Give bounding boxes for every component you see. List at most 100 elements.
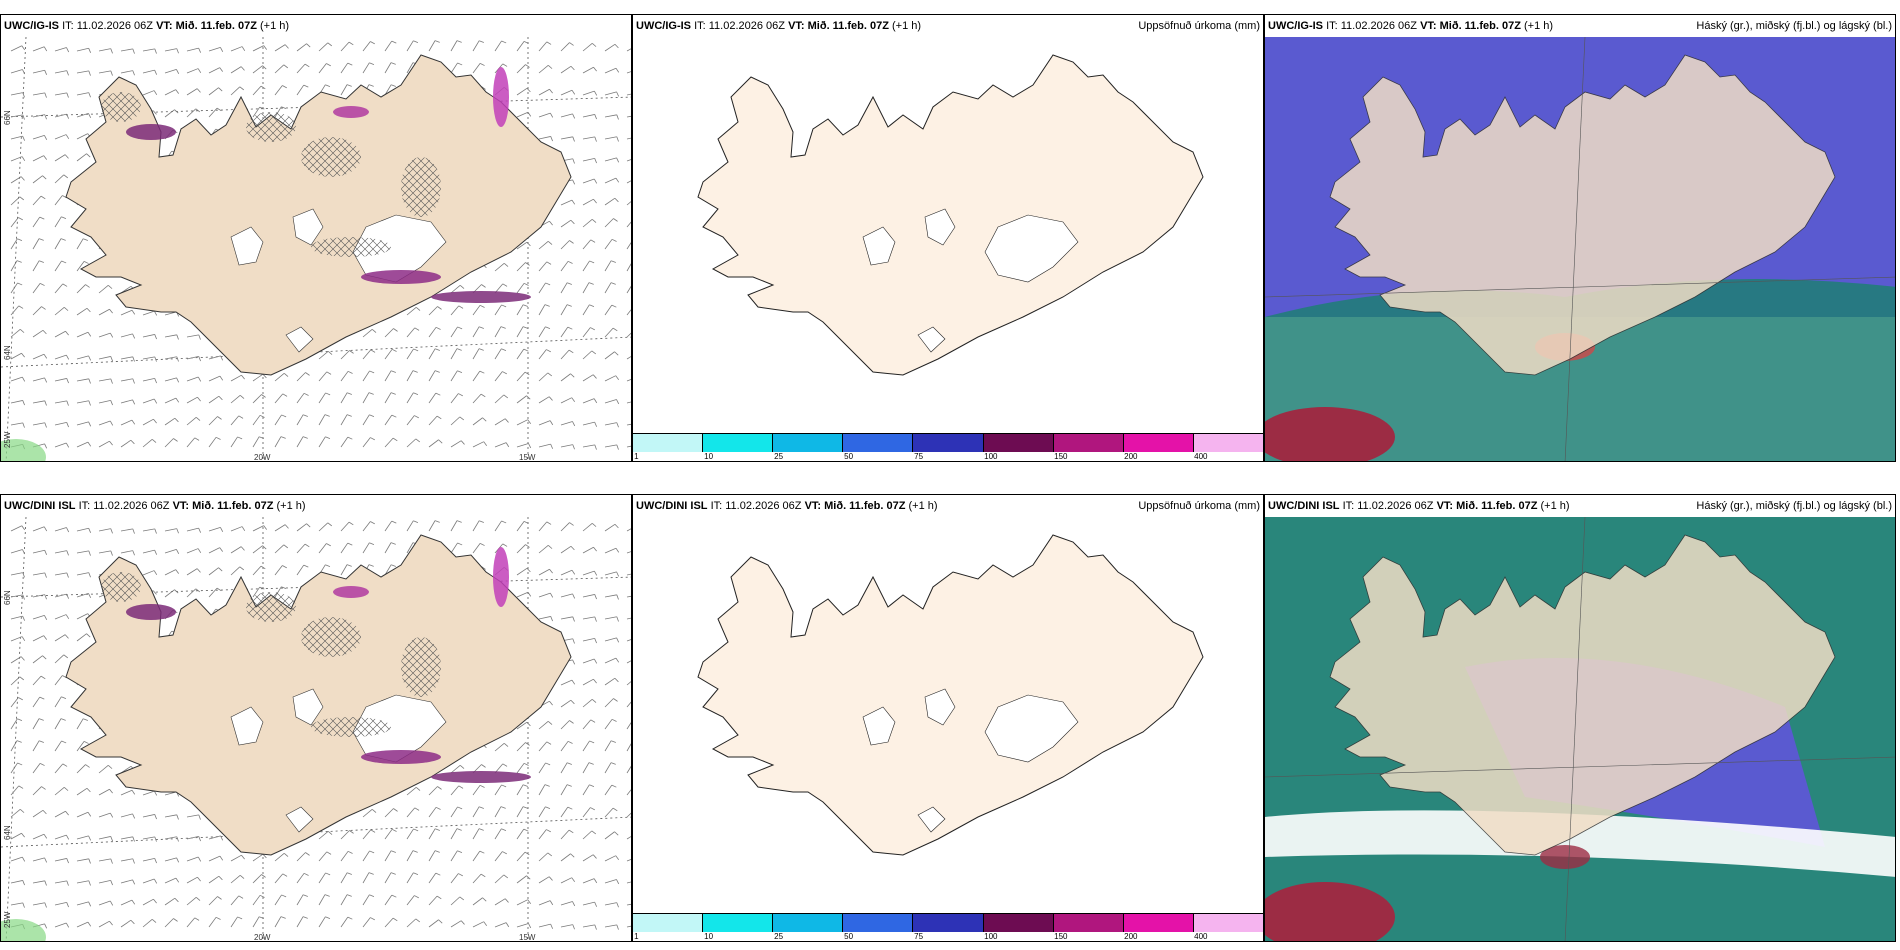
wind-barb-flag	[22, 902, 25, 908]
wind-barb-staff	[54, 195, 63, 206]
wind-barb-flag	[153, 570, 158, 576]
wind-barb-flag	[526, 567, 531, 573]
wind-barb-flag	[528, 443, 532, 449]
wind-barb-flag	[415, 307, 421, 311]
wind-barb-flag	[20, 176, 25, 181]
wind-barb-staff	[54, 378, 67, 382]
wind-barb-flag	[500, 806, 506, 809]
wind-barb-flag	[44, 902, 47, 908]
wind-barb-staff	[98, 550, 111, 554]
wind-barb-staff	[472, 40, 480, 52]
wind-barb-staff	[472, 393, 482, 404]
wind-barb-staff	[186, 334, 199, 338]
wind-barb-flag	[544, 304, 550, 307]
wind-barb-staff	[54, 134, 67, 140]
wind-barb-staff	[32, 216, 41, 228]
legend-swatch	[913, 914, 984, 932]
wind-barb-staff	[428, 919, 439, 928]
wind-barb-flag	[415, 918, 421, 923]
wind-barb-flag	[547, 721, 553, 725]
wind-barb-staff	[560, 829, 570, 840]
wind-barb-flag	[43, 833, 48, 839]
wind-barb-staff	[604, 855, 616, 862]
wind-barb-staff	[560, 784, 568, 796]
wind-barb-staff	[76, 764, 86, 774]
wind-barb-staff	[604, 177, 617, 184]
wind-barb-flag	[570, 853, 575, 858]
wind-barb-flag	[109, 812, 114, 818]
model-name: UWC/IG-IS	[4, 20, 59, 32]
wind-barb-flag	[571, 199, 576, 205]
wind-barb-staff	[582, 762, 590, 774]
wind-barb-staff	[98, 880, 111, 884]
wind-barb-staff	[10, 740, 18, 752]
wind-barb-staff	[450, 440, 462, 448]
glacier	[984, 694, 1079, 763]
wind-barb-staff	[10, 656, 22, 664]
wind-barb-staff	[560, 397, 572, 404]
wind-barb-staff	[274, 393, 284, 404]
wind-barb-flag	[589, 304, 595, 308]
wind-barb-flag	[590, 327, 595, 331]
wind-barb-staff	[516, 875, 527, 884]
wind-barb-flag	[18, 305, 24, 309]
wind-barb-staff	[406, 895, 415, 906]
wind-barb-flag	[434, 520, 440, 523]
wind-barb-staff	[538, 112, 551, 118]
wind-barb-flag	[16, 260, 22, 263]
wind-barb-flag	[217, 896, 222, 900]
wind-barb-flag	[369, 894, 375, 898]
wind-barb-flag	[369, 542, 375, 546]
wind-barb-flag	[44, 92, 47, 98]
wind-barb-staff	[186, 88, 198, 96]
wind-barb-flag	[479, 62, 485, 66]
wind-barb-flag	[572, 136, 575, 142]
wind-barb-staff	[406, 850, 414, 862]
wind-barb-flag	[594, 616, 597, 622]
wind-barb-staff	[252, 436, 260, 448]
wind-barb-staff	[340, 371, 349, 382]
wind-barb-flag	[613, 698, 618, 702]
wind-barb-staff	[164, 417, 176, 426]
legend-tick-label: 50	[844, 452, 854, 461]
wind-barb-staff	[494, 418, 506, 426]
wind-barb-staff	[406, 40, 414, 52]
wind-barb-staff	[428, 306, 438, 316]
wind-barb-flag	[197, 856, 202, 862]
wind-barb-staff	[604, 43, 616, 52]
wind-barb-staff	[10, 329, 21, 338]
wind-barb-flag	[549, 112, 554, 118]
wind-barb-staff	[318, 392, 326, 404]
wind-barb-flag	[215, 916, 221, 920]
wind-barb-staff	[538, 41, 548, 52]
wind-barb-staff	[76, 901, 89, 906]
panel-precip-dini: UWC/DINI ISL IT: 11.02.2026 06Z VT: Mið.…	[632, 494, 1264, 942]
wind-barb-staff	[582, 444, 595, 448]
wind-barb-staff	[538, 923, 551, 928]
wind-barb-staff	[76, 421, 89, 426]
wind-barb-flag	[175, 89, 180, 94]
wind-barb-flag	[44, 443, 48, 449]
panel-precip-ig: UWC/IG-IS IT: 11.02.2026 06Z VT: Mið. 11…	[632, 14, 1264, 462]
wind-barb-flag	[305, 372, 310, 376]
it-value: 11.02.2026 06Z	[76, 20, 153, 32]
wind-barb-flag	[110, 378, 113, 384]
wind-barb-staff	[406, 415, 415, 426]
wind-barb-staff	[318, 916, 326, 928]
wind-barb-staff	[98, 812, 111, 818]
wind-barb-staff	[164, 356, 177, 360]
wind-barb-staff	[560, 349, 570, 360]
wind-barb-staff	[32, 238, 40, 250]
wind-barb-staff	[450, 305, 460, 316]
wind-barb-flag	[66, 378, 69, 384]
legend-tick-label: 100	[984, 932, 998, 941]
wind-barb-staff	[164, 438, 174, 448]
wind-barb-staff	[76, 238, 84, 250]
wind-barb-staff	[604, 351, 615, 360]
wind-barb-flag	[570, 219, 575, 225]
wind-barb-flag	[282, 393, 288, 397]
wind-barb-staff	[252, 394, 262, 404]
wind-barb-flag	[21, 856, 26, 862]
wind-barb-staff	[626, 765, 631, 774]
wind-barb-flag	[391, 414, 397, 418]
